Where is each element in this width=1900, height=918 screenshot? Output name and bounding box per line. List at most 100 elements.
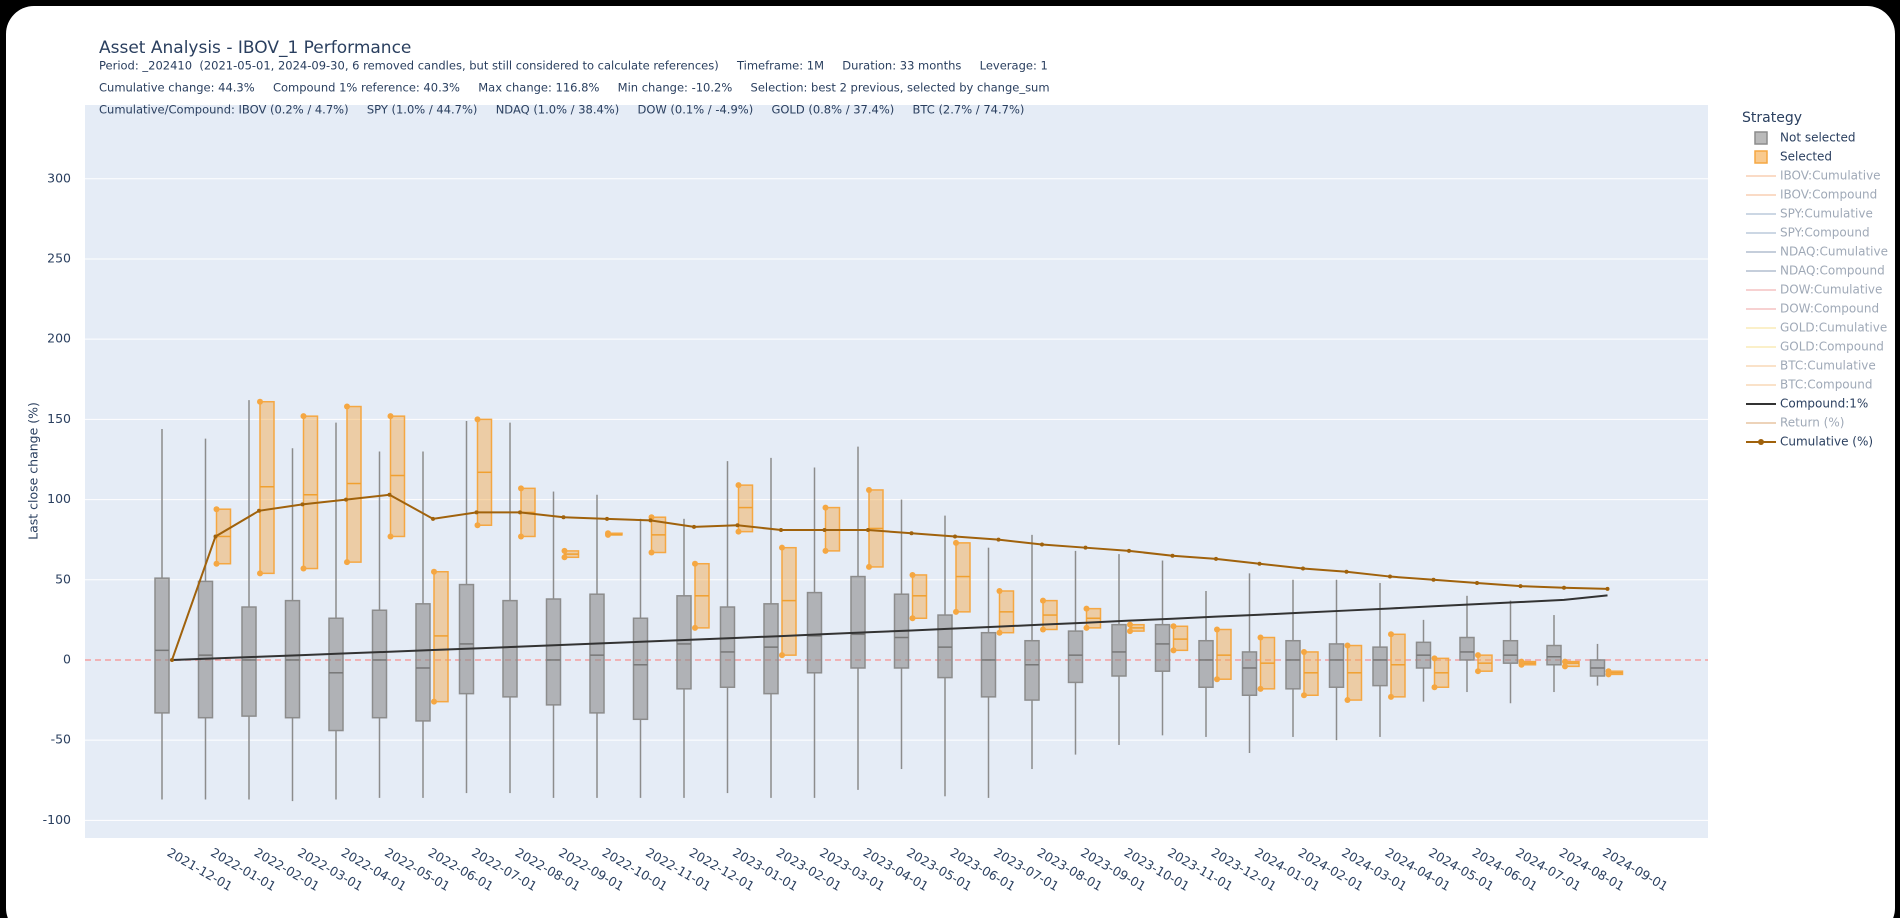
marker xyxy=(735,523,740,528)
box xyxy=(1241,651,1258,696)
box xyxy=(737,484,754,533)
legend-item: GOLD:Compound xyxy=(1746,340,1884,354)
marker xyxy=(909,531,914,536)
point xyxy=(213,506,220,513)
box xyxy=(302,415,319,570)
marker xyxy=(170,657,174,662)
legend-item: Return (%) xyxy=(1746,416,1844,430)
box xyxy=(1303,651,1319,696)
legend-item: NDAQ:Cumulative xyxy=(1746,245,1888,259)
legend-item: BTC:Cumulative xyxy=(1746,359,1876,373)
point xyxy=(866,563,872,570)
box xyxy=(346,405,362,563)
legend-label: Not selected xyxy=(1780,131,1856,145)
point xyxy=(1170,647,1177,654)
y-tick-label: 50 xyxy=(55,571,71,586)
point xyxy=(953,539,959,546)
point xyxy=(257,570,263,577)
box xyxy=(763,603,779,695)
marker xyxy=(1257,561,1262,566)
legend-label: NDAQ:Compound xyxy=(1780,264,1885,278)
marker xyxy=(1388,574,1392,579)
point xyxy=(1475,652,1481,659)
point xyxy=(1475,668,1481,675)
point xyxy=(1388,631,1394,638)
marker xyxy=(822,528,827,533)
legend-label: DOW:Cumulative xyxy=(1780,283,1882,297)
box xyxy=(589,593,605,714)
point xyxy=(518,485,524,492)
marker xyxy=(1040,542,1044,547)
point xyxy=(648,549,655,556)
marker xyxy=(257,508,261,513)
marker xyxy=(474,510,479,515)
point xyxy=(1605,668,1612,675)
point xyxy=(1127,621,1133,628)
legend-label: BTC:Compound xyxy=(1780,378,1872,392)
marker xyxy=(1301,566,1305,571)
legend-label: IBOV:Compound xyxy=(1780,188,1877,202)
point xyxy=(1214,676,1220,683)
point xyxy=(1518,658,1525,665)
point xyxy=(779,544,785,551)
point xyxy=(1083,624,1090,631)
point xyxy=(344,403,350,410)
legend-item: SPY:Cumulative xyxy=(1746,207,1873,221)
marker xyxy=(431,516,435,521)
legend-label: DOW:Compound xyxy=(1780,302,1879,316)
point xyxy=(1257,634,1264,641)
legend-item: Not selected xyxy=(1754,131,1856,145)
line xyxy=(171,493,1608,661)
legend-label: IBOV:Cumulative xyxy=(1780,169,1881,183)
point xyxy=(866,486,872,493)
y-tick-label: 250 xyxy=(47,250,71,265)
point xyxy=(735,482,742,489)
box xyxy=(389,415,406,538)
point xyxy=(1040,597,1046,604)
legend-item: Compound:1% xyxy=(1746,397,1868,411)
point xyxy=(387,533,394,540)
y-tick-label: 300 xyxy=(47,170,71,185)
marker xyxy=(605,516,609,521)
point xyxy=(1344,642,1351,649)
box xyxy=(1024,639,1040,701)
legend-item: GOLD:Cumulative xyxy=(1746,321,1887,335)
marker xyxy=(953,534,957,539)
legend-item: SPY:Compound xyxy=(1746,226,1870,240)
marker xyxy=(1344,569,1349,574)
box xyxy=(415,603,431,722)
chart-title: Asset Analysis - IBOV_1 Performance xyxy=(99,38,411,58)
legend-item: NDAQ:Compound xyxy=(1746,264,1885,278)
point xyxy=(822,504,829,511)
point xyxy=(996,629,1003,636)
point xyxy=(561,554,568,561)
marker xyxy=(996,537,1001,542)
box xyxy=(937,614,953,679)
box xyxy=(1198,639,1214,688)
point xyxy=(213,560,220,567)
point xyxy=(1562,663,1568,670)
marker xyxy=(779,528,783,533)
box xyxy=(1285,639,1301,690)
legend-item: Selected xyxy=(1754,150,1832,164)
point xyxy=(431,698,437,705)
point xyxy=(518,533,524,540)
box xyxy=(1390,633,1406,698)
legend-label: Selected xyxy=(1780,150,1832,164)
marker xyxy=(1170,553,1175,558)
legend-item: IBOV:Cumulative xyxy=(1746,169,1881,183)
point xyxy=(474,522,481,529)
box xyxy=(284,599,301,719)
y-tick-label: -50 xyxy=(51,732,71,747)
marker xyxy=(1475,580,1479,585)
legend-symbol xyxy=(1754,150,1768,164)
marker xyxy=(1605,586,1610,591)
box xyxy=(1154,623,1171,672)
marker xyxy=(1562,585,1566,590)
box xyxy=(911,574,928,620)
point xyxy=(692,560,698,567)
point xyxy=(474,416,481,423)
point xyxy=(953,608,959,615)
